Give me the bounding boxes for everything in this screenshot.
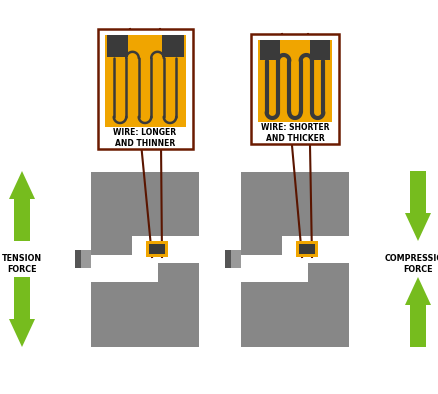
Bar xyxy=(162,35,184,57)
Bar xyxy=(258,40,332,122)
Bar xyxy=(75,250,81,268)
Text: TENSION
FORCE: TENSION FORCE xyxy=(2,254,42,274)
Bar xyxy=(106,35,128,57)
Bar xyxy=(410,305,426,347)
Bar xyxy=(310,40,330,59)
Bar xyxy=(410,171,426,213)
Bar xyxy=(299,244,315,254)
Polygon shape xyxy=(9,171,35,199)
FancyBboxPatch shape xyxy=(98,29,192,149)
Polygon shape xyxy=(405,277,431,305)
Text: COMPRESSION
FORCE: COMPRESSION FORCE xyxy=(385,254,438,274)
Bar xyxy=(241,171,349,227)
Bar xyxy=(260,40,280,59)
Bar xyxy=(241,290,349,346)
Bar xyxy=(75,250,91,268)
FancyBboxPatch shape xyxy=(251,34,339,144)
Bar xyxy=(282,236,349,263)
Bar xyxy=(296,241,318,257)
Text: WIRE: LONGER
AND THINNER: WIRE: LONGER AND THINNER xyxy=(113,128,177,148)
Bar xyxy=(225,250,231,268)
Polygon shape xyxy=(9,319,35,347)
Bar xyxy=(91,171,199,227)
Text: WIRE: SHORTER
AND THICKER: WIRE: SHORTER AND THICKER xyxy=(261,123,329,143)
Bar xyxy=(91,290,199,346)
Bar xyxy=(241,255,308,282)
Bar xyxy=(225,250,241,268)
Bar xyxy=(132,236,199,263)
Bar xyxy=(241,227,349,290)
Bar xyxy=(14,199,30,241)
Bar xyxy=(91,227,199,290)
Bar xyxy=(105,35,186,127)
Bar xyxy=(149,244,165,254)
Bar xyxy=(14,277,30,319)
Bar xyxy=(146,241,168,257)
Bar xyxy=(91,255,158,282)
Polygon shape xyxy=(405,213,431,241)
